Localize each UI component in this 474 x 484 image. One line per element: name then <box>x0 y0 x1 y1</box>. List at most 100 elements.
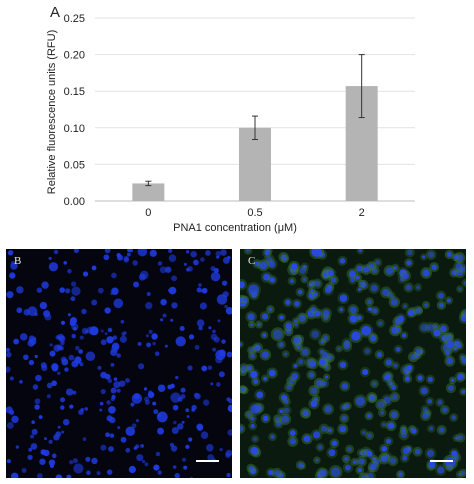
cell-nucleus <box>133 281 140 288</box>
cell-nucleus <box>16 307 23 314</box>
cell-nucleus <box>60 397 66 403</box>
cell-nucleus <box>308 291 316 299</box>
cell-nucleus <box>350 277 355 283</box>
cell-nucleus <box>168 249 173 253</box>
cell-nucleus <box>51 364 59 372</box>
cell-nucleus <box>6 351 12 358</box>
cell-nucleus <box>361 325 372 336</box>
cell-nucleus <box>397 315 405 323</box>
cell-nucleus <box>116 388 121 393</box>
cell-nucleus <box>344 464 351 471</box>
cell-nucleus <box>187 365 193 371</box>
cell-nucleus <box>422 406 428 412</box>
cell-nucleus <box>455 254 464 262</box>
cell-nucleus <box>359 450 364 456</box>
cell-nucleus <box>323 272 328 277</box>
cell-nucleus <box>422 412 429 419</box>
cell-nucleus <box>293 336 300 344</box>
cell-nucleus <box>9 409 15 415</box>
cell-nucleus <box>147 391 155 399</box>
cell-nucleus <box>125 447 131 453</box>
cell-nucleus <box>193 259 199 266</box>
cell-nucleus <box>130 402 135 407</box>
cell-nucleus <box>171 302 178 309</box>
cell-nucleus <box>263 273 271 281</box>
cell-nucleus <box>376 351 383 358</box>
cell-nucleus <box>434 324 438 328</box>
cell-nucleus <box>429 426 434 431</box>
cell-nucleus <box>247 313 255 321</box>
cell-nucleus <box>105 432 110 438</box>
cell-nucleus <box>439 325 447 333</box>
cell-nucleus <box>81 308 87 315</box>
cell-nucleus <box>294 323 298 327</box>
x-tick-label: 0.5 <box>247 207 262 219</box>
cell-nucleus <box>220 249 227 256</box>
cell-nucleus <box>256 322 261 327</box>
cell-nucleus <box>355 396 366 406</box>
cell-nucleus <box>140 443 145 448</box>
cell-nucleus <box>253 436 258 442</box>
cell-nucleus <box>385 267 394 275</box>
cell-nucleus <box>339 258 346 264</box>
cell-nucleus <box>457 344 462 349</box>
cell-nucleus <box>170 318 174 322</box>
cell-nucleus <box>180 387 186 393</box>
cell-nucleus <box>34 354 38 359</box>
cell-nucleus <box>330 467 341 477</box>
cell-nucleus <box>89 326 99 336</box>
cell-nucleus <box>113 381 121 389</box>
cell-nucleus <box>23 354 29 361</box>
cell-nucleus <box>451 378 455 382</box>
micrograph-background <box>6 249 232 478</box>
cell-nucleus <box>171 275 178 282</box>
cell-nucleus <box>46 382 53 389</box>
cell-nucleus <box>302 277 307 282</box>
cell-nucleus <box>314 280 321 287</box>
cell-nucleus <box>144 462 149 467</box>
x-tick-label: 2 <box>359 207 365 219</box>
cell-nucleus <box>175 336 186 347</box>
cell-nucleus <box>317 445 323 450</box>
cell-nucleus <box>123 256 129 262</box>
cell-nucleus <box>331 440 338 446</box>
cell-nucleus <box>316 473 322 478</box>
cell-nucleus <box>74 356 82 364</box>
cell-nucleus <box>227 429 232 436</box>
cell-nucleus <box>226 397 231 402</box>
cell-nucleus <box>250 323 254 327</box>
cell-nucleus <box>40 449 47 455</box>
cell-nucleus <box>282 256 287 261</box>
cell-nucleus <box>393 363 398 368</box>
cell-nucleus <box>152 341 156 346</box>
cell-nucleus <box>10 260 15 266</box>
cell-nucleus <box>402 272 409 280</box>
cell-nucleus <box>307 310 315 318</box>
cell-nucleus <box>457 472 462 477</box>
cell-nucleus <box>36 473 43 478</box>
x-tick-labels: 0 0.5 2 <box>145 207 364 219</box>
cell-nucleus <box>428 461 436 468</box>
cell-nucleus <box>175 375 179 380</box>
cell-nucleus <box>30 434 35 439</box>
cell-nucleus <box>206 444 214 452</box>
cell-nucleus <box>446 298 451 303</box>
cell-nucleus <box>73 249 79 254</box>
cell-nucleus <box>49 350 56 357</box>
cell-nucleus <box>71 286 81 296</box>
cell-nucleus <box>31 420 35 425</box>
cell-nucleus <box>291 373 299 380</box>
cell-nucleus <box>200 289 204 293</box>
cell-nucleus <box>79 335 84 340</box>
cell-nucleus <box>261 351 269 359</box>
cell-nucleus <box>446 357 454 365</box>
cell-nucleus <box>451 415 457 420</box>
cell-nucleus <box>63 261 68 265</box>
cell-nucleus <box>183 465 188 470</box>
cell-nucleus <box>66 474 72 478</box>
cell-nucleus <box>456 373 464 381</box>
cell-nucleus <box>188 437 193 442</box>
cell-nucleus <box>91 457 98 465</box>
cell-nucleus <box>132 260 138 266</box>
cell-nucleus <box>38 415 43 419</box>
